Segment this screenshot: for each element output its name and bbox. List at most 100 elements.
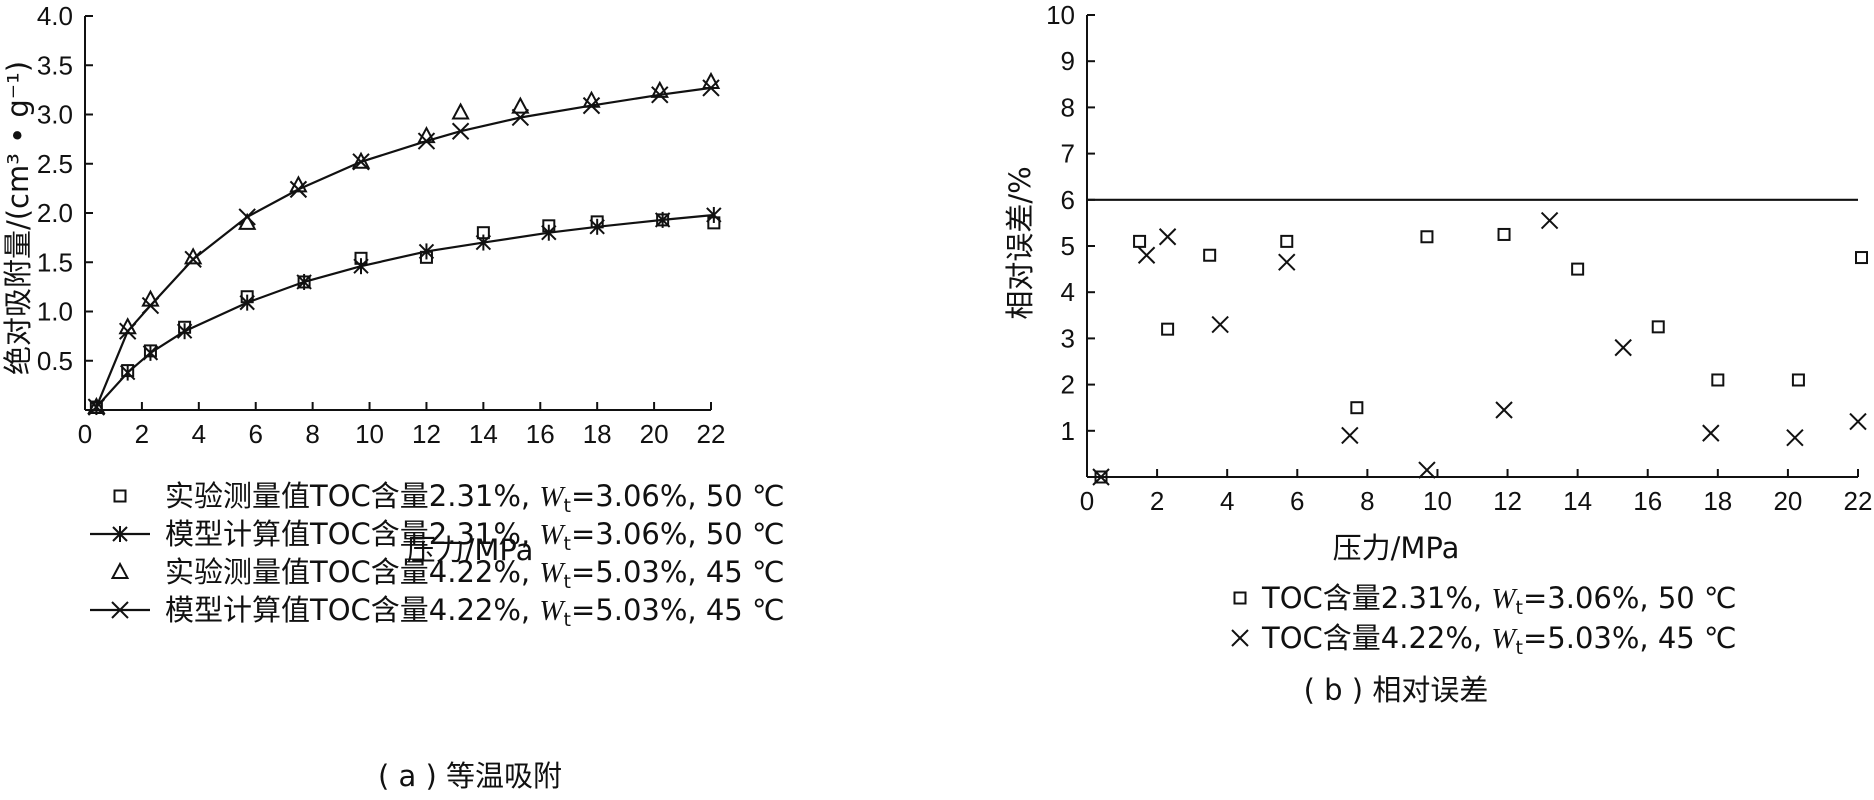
series-2-point xyxy=(1211,315,1229,334)
series-2-point xyxy=(589,218,605,235)
series-2-point xyxy=(353,258,369,275)
x-tick-label: 6 xyxy=(1290,486,1304,516)
y-tick-label: 0.5 xyxy=(37,346,73,376)
legend-item-1: 实验测量值TOC含量2.31%, Wt=3.06%, 50 ℃ xyxy=(113,479,785,517)
legend-marker xyxy=(111,601,129,619)
x-tick-label: 18 xyxy=(583,419,612,449)
legend-item-2: TOC含量4.22%, Wt=5.03%, 45 ℃ xyxy=(1231,621,1737,659)
series-2-point xyxy=(1614,338,1632,357)
series-4-point xyxy=(702,79,720,97)
x-tick-label: 16 xyxy=(526,419,555,449)
x-tick-label: 22 xyxy=(1844,486,1873,516)
legend-item-3: 实验测量值TOC含量4.22%, Wt=5.03%, 45 ℃ xyxy=(110,555,785,593)
x-tick-label: 8 xyxy=(305,419,319,449)
x-tick-label: 4 xyxy=(192,419,206,449)
y-tick-label: 3 xyxy=(1061,323,1075,353)
series-2-point xyxy=(1137,246,1156,264)
y-tick-label: 2.0 xyxy=(37,198,73,228)
y-tick-label: 3.5 xyxy=(37,50,73,80)
series-1-point xyxy=(1161,322,1175,336)
chart-b-caption: ( b ) 相对误差 xyxy=(1304,673,1489,707)
legend-item-1: TOC含量2.31%, Wt=3.06%, 50 ℃ xyxy=(1233,581,1737,619)
legend-marker xyxy=(1233,591,1247,605)
series-4-point xyxy=(511,108,530,127)
x-tick-label: 0 xyxy=(1080,486,1094,516)
series-2-point xyxy=(1341,426,1359,445)
series-2-point xyxy=(176,323,193,340)
chart-a-x-axis-label: 压力/MPa xyxy=(407,533,534,567)
series-2-point xyxy=(706,206,722,223)
chart-b-plot-area xyxy=(1087,198,1869,486)
y-tick-label: 1 xyxy=(1061,416,1075,446)
series-2-point xyxy=(1278,253,1296,271)
series-1-point xyxy=(1571,262,1585,276)
legend-label: TOC含量4.22%, Wt=5.03%, 45 ℃ xyxy=(1261,621,1737,659)
series-4-point xyxy=(352,153,370,171)
series-1-point xyxy=(1280,234,1294,248)
series-2-point xyxy=(1786,429,1804,447)
series-1-point xyxy=(1497,227,1511,241)
legend-label: 模型计算值TOC含量2.31%, Wt=3.06%, 50 ℃ xyxy=(165,517,785,555)
x-tick-label: 18 xyxy=(1703,486,1732,516)
x-tick-label: 2 xyxy=(135,419,149,449)
x-tick-label: 22 xyxy=(697,419,726,449)
series-2-point xyxy=(1702,424,1720,442)
y-tick-label: 2.5 xyxy=(37,149,73,179)
x-tick-label: 10 xyxy=(355,419,384,449)
series-1-point xyxy=(1094,470,1108,484)
series-1-point xyxy=(1420,230,1434,244)
series-4-point xyxy=(118,322,137,340)
y-tick-label: 4 xyxy=(1061,277,1075,307)
legend-label: TOC含量2.31%, Wt=3.06%, 50 ℃ xyxy=(1261,581,1737,619)
series-2-point xyxy=(142,344,159,361)
series-2-point xyxy=(1092,468,1110,486)
series-1-point xyxy=(1855,251,1869,265)
series-2-point xyxy=(1540,211,1559,230)
chart-a-axes: 0 2 4 6 8 10 12 14 16 18 20 22 0.5 1.0 1.5 2.0 2.5 3.0 3.5… xyxy=(37,1,726,449)
series-1-point xyxy=(1651,320,1665,334)
y-tick-label: 6 xyxy=(1061,185,1075,215)
x-tick-label: 16 xyxy=(1633,486,1662,516)
series-2-point xyxy=(296,273,312,290)
legend-marker xyxy=(112,526,128,542)
series-4-point xyxy=(651,86,669,104)
y-tick-label: 4.0 xyxy=(37,1,73,31)
y-tick-label: 1.5 xyxy=(37,247,73,277)
series-2-point xyxy=(654,211,671,228)
series-4-point xyxy=(184,250,202,269)
x-tick-label: 12 xyxy=(1493,486,1522,516)
legend-marker xyxy=(1231,629,1249,647)
y-tick-label: 8 xyxy=(1061,92,1075,122)
series-2-point xyxy=(418,243,435,260)
x-tick-label: 14 xyxy=(469,419,498,449)
series-3-point xyxy=(87,396,106,415)
x-tick-label: 10 xyxy=(1423,486,1452,516)
chart-a-legend: 实验测量值TOC含量2.31%, Wt=3.06%, 50 ℃模型计算值TOC含… xyxy=(90,479,785,631)
series-2-point xyxy=(541,224,557,241)
series-2-point xyxy=(475,234,492,251)
x-tick-label: 20 xyxy=(1773,486,1802,516)
series-2-point xyxy=(119,364,136,381)
legend-label: 实验测量值TOC含量4.22%, Wt=5.03%, 45 ℃ xyxy=(165,555,785,593)
x-tick-label: 4 xyxy=(1220,486,1234,516)
series-2-point xyxy=(239,294,255,311)
y-tick-label: 2 xyxy=(1061,370,1075,400)
legend-label: 实验测量值TOC含量2.31%, Wt=3.06%, 50 ℃ xyxy=(165,479,785,517)
y-tick-label: 3.0 xyxy=(37,100,73,130)
legend-marker xyxy=(113,489,127,503)
series-2-point xyxy=(1158,228,1177,246)
series-3-point xyxy=(701,71,721,89)
x-tick-label: 6 xyxy=(248,419,262,449)
y-tick-label: 10 xyxy=(1046,0,1075,30)
series-3-point xyxy=(511,96,530,114)
chart-b-y-axis-label: 相对误差/% xyxy=(1003,166,1037,319)
series-1-point xyxy=(1350,401,1364,415)
series-1-point xyxy=(1791,373,1805,387)
y-tick-label: 7 xyxy=(1061,139,1075,169)
x-tick-label: 14 xyxy=(1563,486,1592,516)
y-tick-label: 9 xyxy=(1061,46,1075,76)
series-2-line xyxy=(95,213,714,408)
